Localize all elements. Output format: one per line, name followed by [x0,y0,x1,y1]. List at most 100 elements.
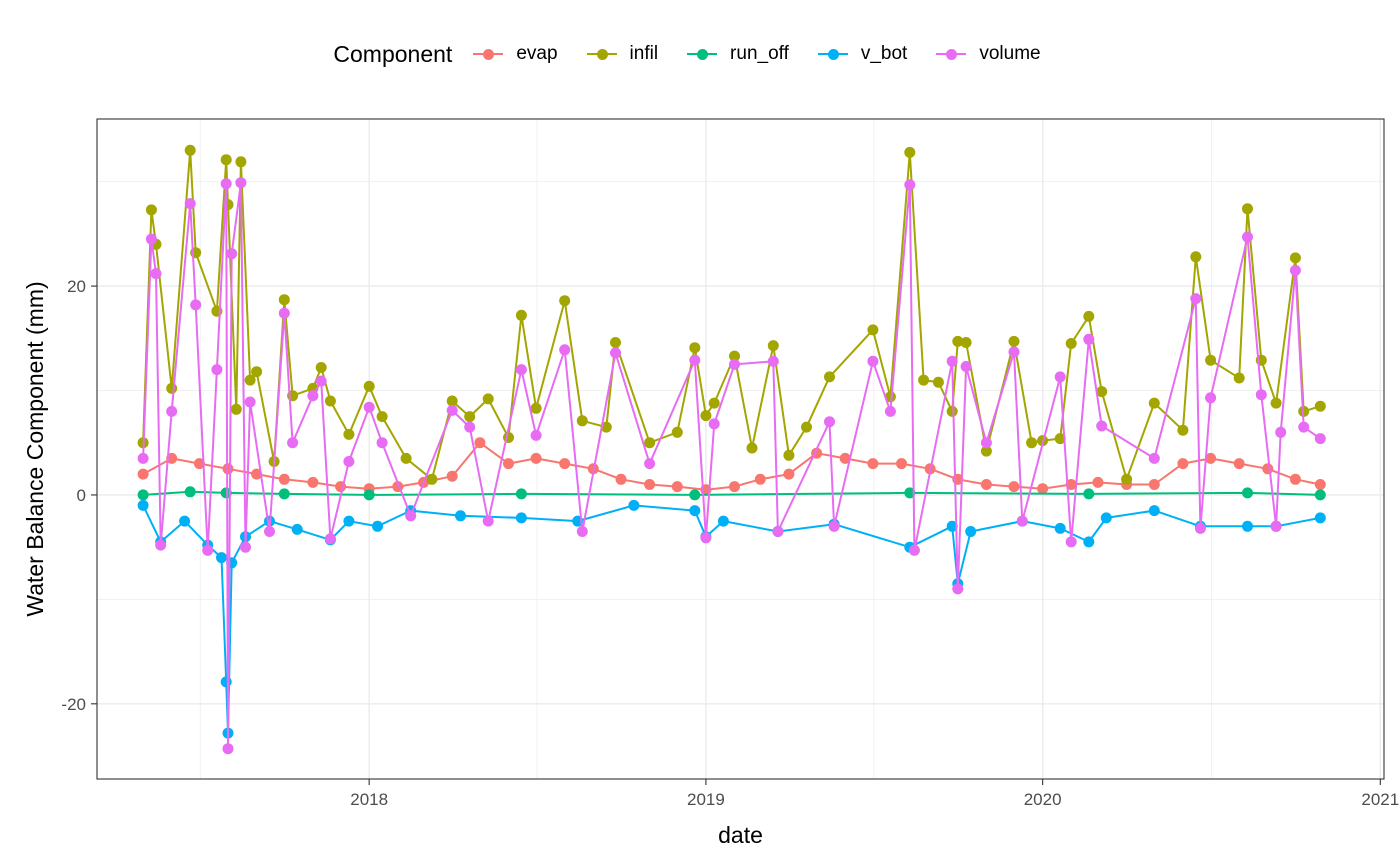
legend-label-evap: evap [516,43,558,64]
data-point-infil [1008,335,1020,347]
x-tick-label: 2020 [1024,790,1062,809]
data-point-evap [530,452,542,464]
data-point-infil [918,374,930,386]
data-point-evap [474,437,486,449]
x-tick-label: 2019 [687,790,725,809]
data-point-evap [137,468,149,480]
data-point-run-off [278,488,290,500]
data-point-infil [708,397,720,409]
data-point-infil [503,432,514,443]
x-tick-label: 2021 [1361,790,1399,809]
data-point-infil [235,156,247,168]
data-point-evap [1262,463,1274,475]
data-point-volume [166,405,178,417]
data-point-volume [1065,536,1077,548]
data-point-run-off [515,488,527,500]
data-point-volume [1275,426,1287,438]
data-point-volume [1298,421,1310,433]
data-point-evap [839,452,851,464]
data-point-infil [1121,473,1133,485]
data-point-volume [952,583,964,595]
legend-item-run-off: run_off [684,43,789,65]
data-point-volume [772,526,784,537]
data-point-infil [1190,251,1202,263]
data-point-evap [867,458,879,470]
legend-item-evap: evap [470,43,558,65]
data-point-volume [315,375,327,387]
data-point-volume [1270,520,1282,532]
data-point-infil [767,340,779,352]
data-point-infil [315,362,327,373]
panel-border [96,118,1385,780]
legend-key-run-off [684,44,720,64]
data-point-evap [1177,458,1189,470]
series-run-off [137,486,1326,501]
data-point-v-bot [372,520,383,532]
data-point-volume [464,421,476,433]
x-tick-label: 2018 [350,790,388,809]
data-point-volume [1205,392,1217,404]
data-point-volume [824,416,835,428]
data-point-evap [644,479,656,490]
y-tick-label: 20 [67,277,86,296]
data-point-volume [1054,371,1066,383]
data-point-evap [446,470,458,482]
data-point-evap [1289,473,1301,485]
data-point-run-off [1083,488,1095,500]
data-point-infil [1242,203,1253,215]
legend-label-v-bot: v_bot [860,43,908,64]
data-point-infil [530,402,542,414]
data-point-infil [946,405,958,417]
data-point-v-bot [1148,505,1160,517]
data-point-infil [244,374,256,386]
data-point-volume [689,354,701,366]
data-point-volume [155,539,167,551]
data-point-evap [278,473,290,485]
legend-item-volume: volume [933,43,1041,65]
data-point-infil [952,335,964,347]
data-point-infil [515,309,527,321]
data-point-infil [1233,372,1245,384]
data-point-volume [1008,346,1020,358]
data-point-infil [166,382,178,394]
data-point-run-off [184,486,196,498]
legend-label-infil: infil [629,43,659,64]
data-point-volume [363,401,375,413]
data-point-v-bot [1242,520,1253,532]
data-point-run-off [689,489,701,501]
data-point-v-bot [343,515,355,527]
data-point-volume [202,544,214,556]
data-point-infil [343,428,355,440]
data-point-volume [1016,515,1028,527]
data-point-infil [184,144,196,156]
data-point-infil [783,449,795,461]
data-point-volume [867,355,879,367]
data-point-volume [240,541,251,553]
data-point-infil [363,380,375,392]
data-point-volume [150,268,162,280]
data-point-volume [376,437,388,449]
data-point-infil [278,294,290,306]
data-point-evap [1314,479,1326,490]
data-point-volume [884,405,896,417]
data-point-evap [559,458,571,470]
data-point-volume [1242,231,1253,243]
data-point-infil [671,426,683,438]
data-point-infil [1177,424,1189,436]
legend-item-infil: infil [584,43,659,65]
legend-label-volume: volume [979,43,1041,64]
data-point-volume [244,396,256,408]
data-point-volume [908,544,920,556]
legend-key-infil [584,44,620,64]
grid [97,119,1384,779]
data-point-volume [828,520,840,532]
data-point-evap [783,468,795,480]
data-point-v-bot [220,676,232,688]
data-point-evap [503,458,514,470]
data-point-infil [932,376,944,388]
data-point-volume [184,198,196,210]
data-point-infil [1083,310,1095,322]
data-point-volume [559,344,571,356]
legend-item-v-bot: v_bot [815,43,907,65]
